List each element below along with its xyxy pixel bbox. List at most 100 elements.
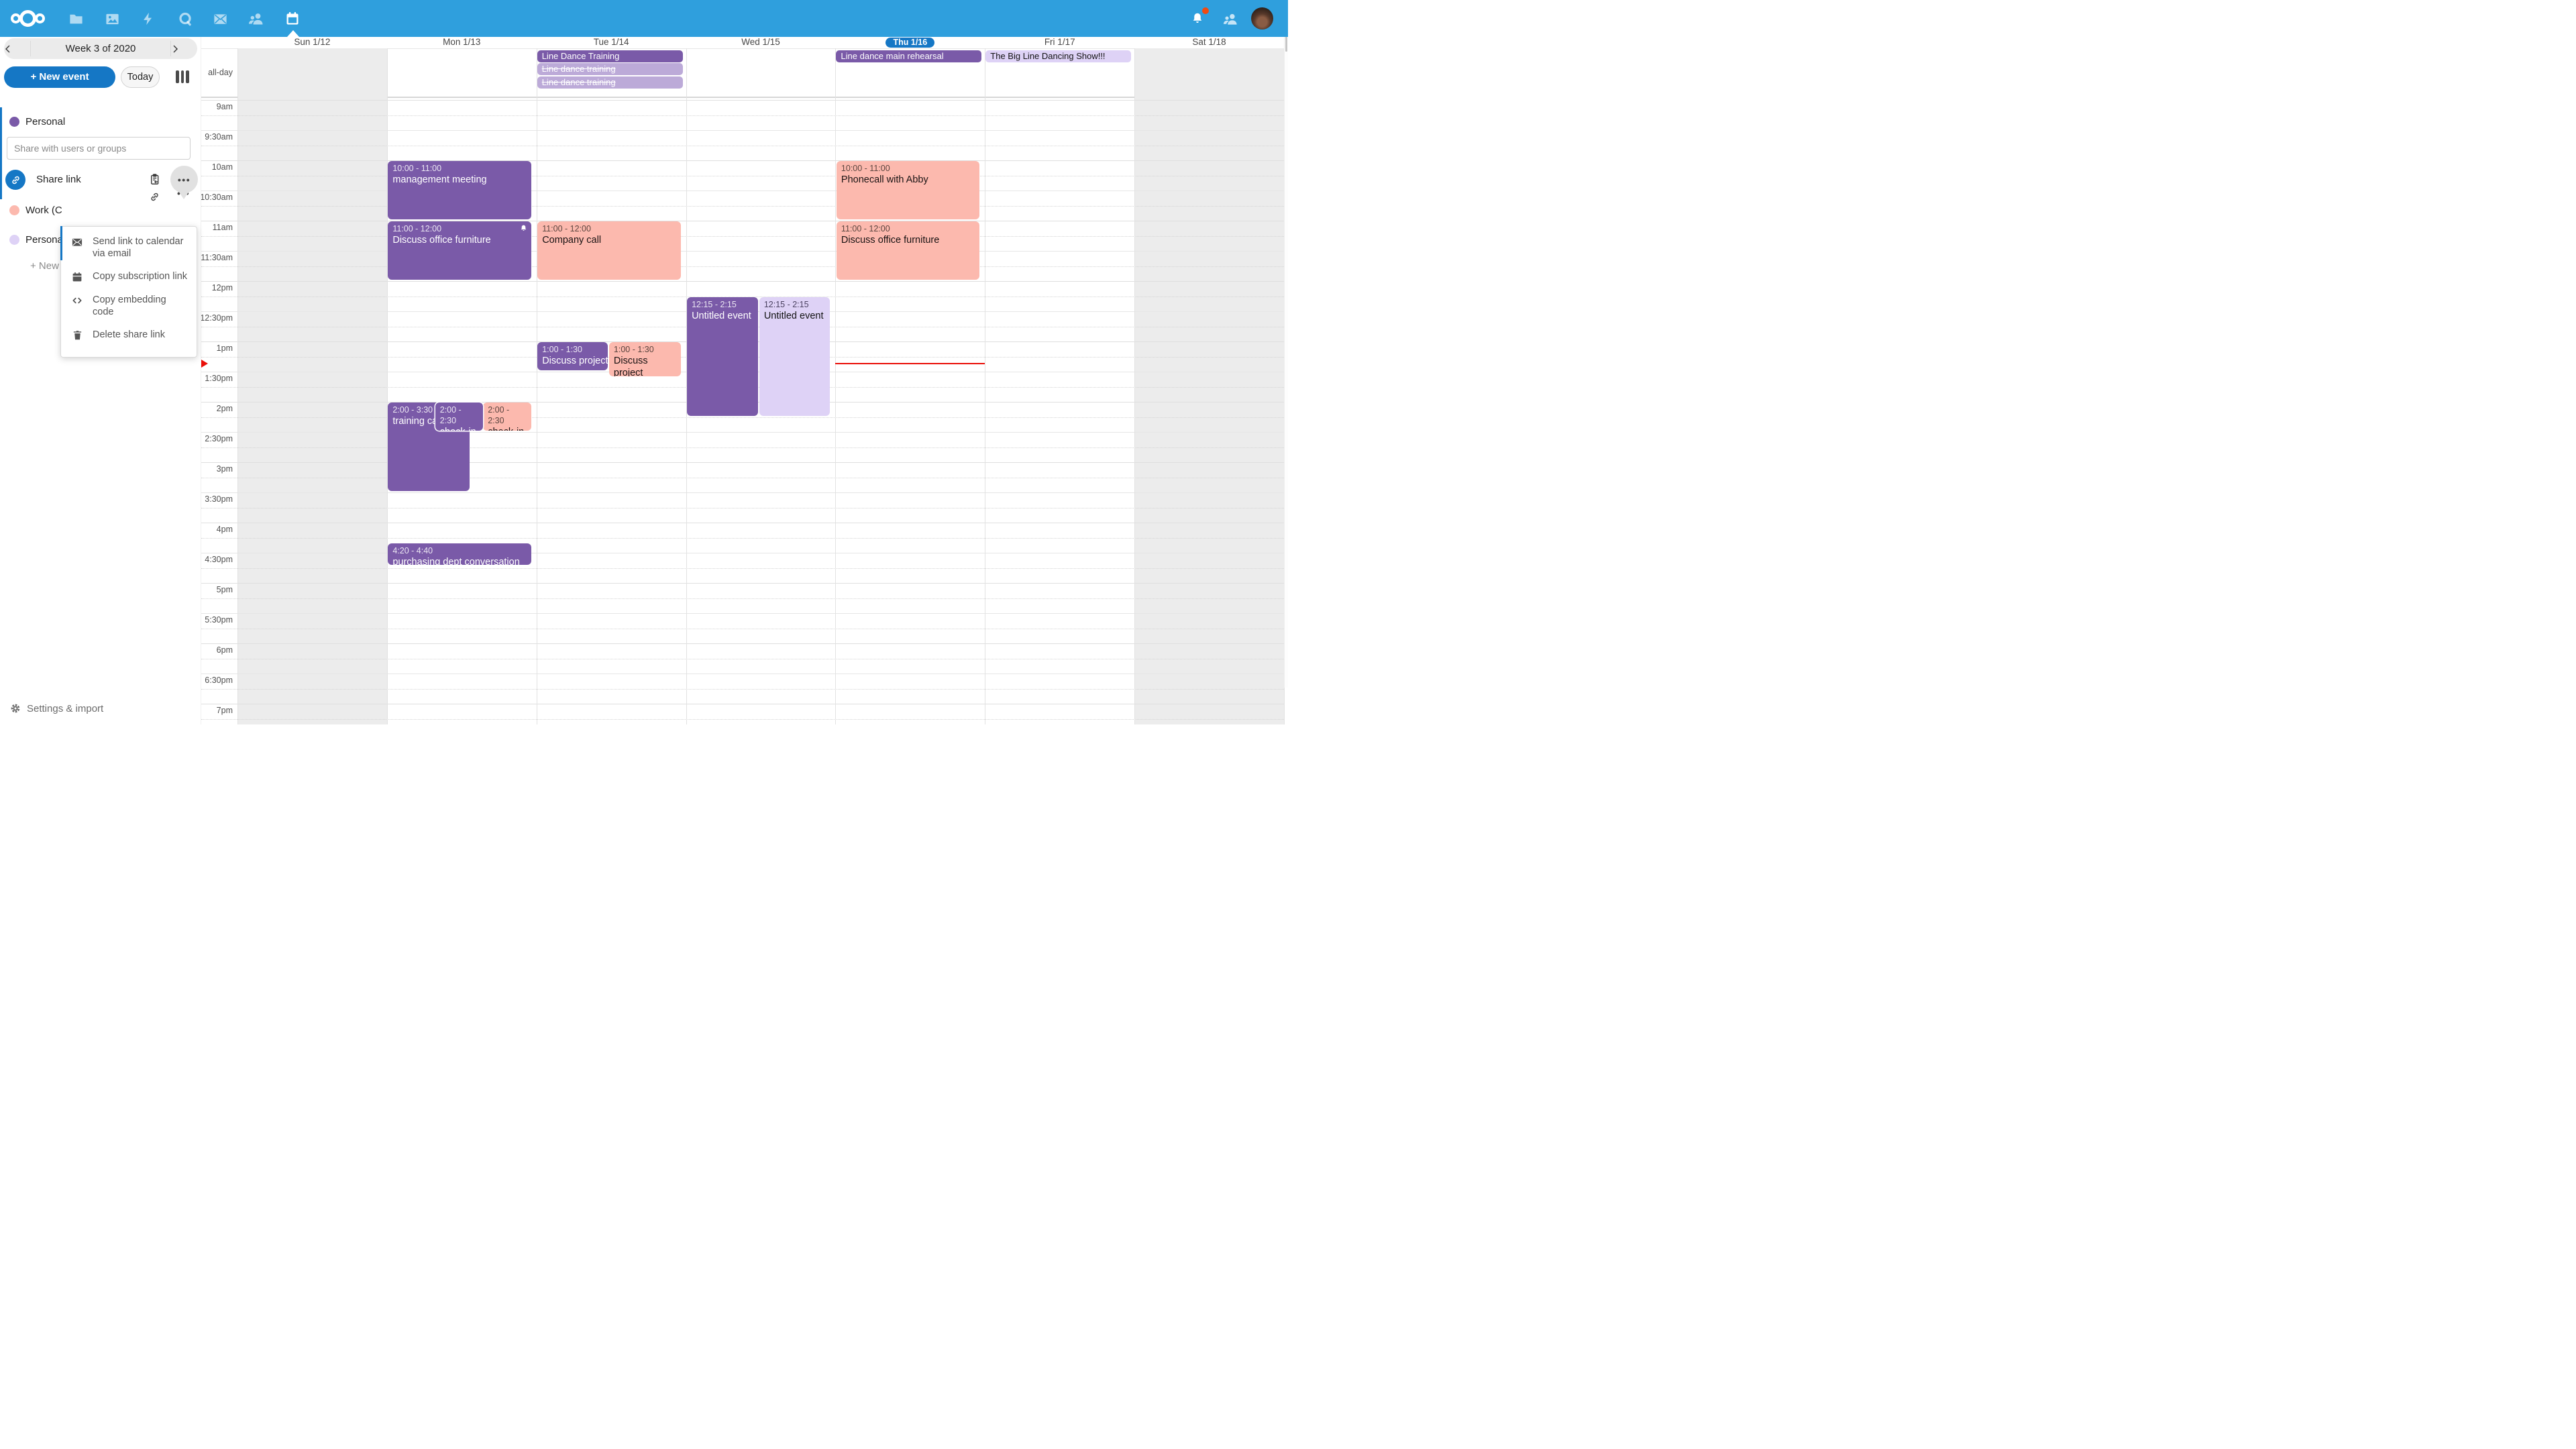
share-link-context-menu: Send link to calendar via email Copy sub… (60, 226, 197, 358)
settings-import-button[interactable]: Settings & import (9, 702, 103, 714)
time-label: 4:30pm (205, 555, 233, 564)
contacts-menu-icon[interactable] (1221, 9, 1240, 28)
allday-event[interactable]: Line dance training (537, 63, 683, 75)
mail-app-icon[interactable] (211, 9, 229, 28)
share-link-icon[interactable] (149, 191, 160, 203)
menu-item-send-link-email[interactable]: Send link to calendar via email (61, 230, 197, 265)
time-label: 11am (212, 223, 233, 232)
week-label[interactable]: Week 3 of 2020 (65, 43, 136, 54)
notification-badge (1202, 7, 1209, 14)
allday-event[interactable]: Line Dance Training (537, 50, 683, 62)
time-label: 10:30am (200, 193, 233, 202)
event-title: management meeting (392, 174, 487, 185)
time-label: 10am (211, 162, 233, 172)
event[interactable]: 2:00 - 2:30check-in (435, 402, 484, 431)
time-label: 4pm (216, 525, 233, 534)
activity-app-icon[interactable] (139, 9, 158, 28)
grid-line (201, 688, 1284, 690)
day-header[interactable]: Thu 1/16 (835, 37, 985, 48)
new-event-button[interactable]: + New event (4, 66, 115, 88)
event[interactable]: 11:00 - 12:00 Discuss office furniture (836, 221, 980, 280)
menu-item-copy-subscription[interactable]: Copy subscription link (61, 265, 197, 288)
grid-line (201, 462, 1284, 463)
menu-item-delete-share-link[interactable]: Delete share link (61, 323, 197, 346)
grid-line (201, 537, 1284, 539)
event-time: 12:15 - 2:15 (763, 299, 809, 309)
calendar-item-personal[interactable]: Personal ••• (0, 111, 201, 201)
talk-app-icon[interactable] (176, 9, 195, 28)
allday-event[interactable]: Line dance main rehearsal (836, 50, 982, 62)
share-link-label: Share link (36, 174, 81, 185)
time-label: 9am (216, 102, 233, 111)
event-time: 10:00 - 11:00 (392, 164, 442, 173)
email-icon (70, 236, 84, 248)
time-label: 2pm (216, 404, 233, 413)
time-label: 6pm (216, 645, 233, 655)
reminder-bell-icon (519, 224, 528, 233)
today-button[interactable]: Today (121, 66, 160, 88)
files-app-icon[interactable] (66, 9, 85, 28)
week-navigation: Week 3 of 2020 (4, 38, 197, 59)
event-title: check-in (440, 426, 478, 431)
notifications-bell-icon[interactable] (1188, 7, 1209, 28)
grid-line (201, 205, 1284, 207)
event[interactable]: 11:00 - 12:00 Discuss office furniture (388, 221, 531, 280)
photos-app-icon[interactable] (103, 9, 121, 28)
time-label: 11:30am (201, 253, 233, 262)
day-header[interactable]: Fri 1/17 (1044, 37, 1075, 47)
code-icon (70, 294, 84, 307)
event-title: check-in (488, 426, 526, 431)
active-calendar-accent (0, 107, 2, 199)
day-header[interactable]: Sat 1/18 (1192, 37, 1226, 47)
previous-week-button[interactable] (4, 45, 30, 53)
share-link-actions-open[interactable]: ••• (170, 166, 198, 193)
event-title: Company call (542, 235, 602, 246)
event-title: Discuss office furniture (841, 235, 940, 246)
day-header[interactable]: Wed 1/15 (741, 37, 780, 47)
copy-link-clipboard-icon[interactable] (148, 173, 161, 186)
share-link-row: Share link ••• (0, 166, 201, 199)
day-header[interactable]: Sun 1/12 (294, 37, 331, 47)
calendar-color-dot (9, 116, 19, 127)
share-users-input[interactable] (7, 137, 191, 160)
menu-item-label: Send link to calendar via email (93, 236, 184, 259)
event-time: 10:00 - 11:00 (841, 164, 890, 173)
calendar-item-personal-2[interactable]: Persona (0, 229, 201, 250)
contacts-app-icon[interactable] (247, 9, 266, 28)
event[interactable]: 12:15 - 2:15 Untitled event (759, 297, 830, 416)
calendar-grid: all-day Sun 1/12 Mon 1/13 Tue 1/14 Wed 1/15… (200, 37, 1288, 724)
event-time: 11:00 - 12:00 (542, 224, 591, 233)
grid-line (201, 130, 1284, 131)
event-time: 1:00 - 1:30 (542, 345, 582, 354)
day-header[interactable]: Mon 1/13 (443, 37, 481, 47)
time-label: 9:30am (205, 132, 233, 142)
event-title: purchasing dept conversation (392, 557, 520, 565)
day-header[interactable]: Tue 1/14 (593, 37, 629, 47)
next-week-button[interactable] (171, 45, 197, 53)
menu-item-label: Copy embedding code (93, 294, 166, 317)
event[interactable]: 2:00 - 2:30check-in (483, 402, 531, 431)
event[interactable]: 10:00 - 11:00 management meeting (388, 161, 531, 219)
week-view-toggle-icon[interactable] (176, 70, 190, 84)
grid-line (201, 432, 1284, 433)
user-avatar[interactable] (1251, 7, 1273, 30)
grid-line (201, 447, 1284, 448)
calendar-app-icon[interactable] (283, 9, 302, 28)
event[interactable]: 12:15 - 2:15 Untitled event (687, 297, 758, 416)
menu-item-label: Delete share link (93, 329, 165, 340)
calendar-item-work[interactable]: Work (C (0, 200, 201, 220)
active-app-indicator (287, 30, 299, 37)
grid-scrollbar-track[interactable] (1284, 11, 1288, 688)
allday-event[interactable]: The Big Line Dancing Show!!! (985, 50, 1132, 62)
allday-event[interactable]: Line dance training (537, 76, 683, 89)
event[interactable]: 4:20 - 4:40 purchasing dept conversation (388, 543, 531, 565)
event[interactable]: 10:00 - 11:00 Phonecall with Abby (836, 161, 980, 219)
menu-anchor-tail (178, 191, 189, 199)
event[interactable]: 1:00 - 1:30 Discuss project announcement (537, 342, 608, 370)
menu-item-copy-embedding[interactable]: Copy embedding code (61, 288, 197, 323)
grid-line (201, 568, 1284, 569)
nextcloud-logo-icon[interactable] (11, 7, 50, 31)
event[interactable]: 1:00 - 1:30 Discuss project announcement (608, 342, 681, 376)
event[interactable]: 11:00 - 12:00 Company call (537, 221, 681, 280)
new-calendar-button[interactable]: + New c (30, 260, 67, 272)
